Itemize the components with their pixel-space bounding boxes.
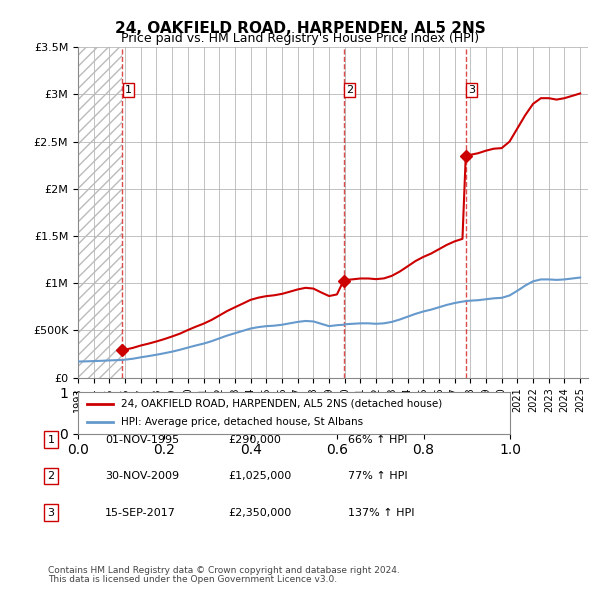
Text: 24, OAKFIELD ROAD, HARPENDEN, AL5 2NS: 24, OAKFIELD ROAD, HARPENDEN, AL5 2NS — [115, 21, 485, 35]
Text: 30-NOV-2009: 30-NOV-2009 — [105, 471, 179, 481]
Text: £1,025,000: £1,025,000 — [228, 471, 291, 481]
Text: 24, OAKFIELD ROAD, HARPENDEN, AL5 2NS (detached house): 24, OAKFIELD ROAD, HARPENDEN, AL5 2NS (d… — [121, 399, 442, 409]
Text: HPI: Average price, detached house, St Albans: HPI: Average price, detached house, St A… — [121, 417, 364, 427]
Text: 66% ↑ HPI: 66% ↑ HPI — [348, 435, 407, 444]
Text: 137% ↑ HPI: 137% ↑ HPI — [348, 508, 415, 517]
Text: 2: 2 — [47, 471, 55, 481]
Text: This data is licensed under the Open Government Licence v3.0.: This data is licensed under the Open Gov… — [48, 575, 337, 584]
Text: Contains HM Land Registry data © Crown copyright and database right 2024.: Contains HM Land Registry data © Crown c… — [48, 566, 400, 575]
Text: 3: 3 — [468, 85, 475, 95]
Text: 1: 1 — [125, 85, 132, 95]
Text: 15-SEP-2017: 15-SEP-2017 — [105, 508, 176, 517]
Text: 01-NOV-1995: 01-NOV-1995 — [105, 435, 179, 444]
Text: 77% ↑ HPI: 77% ↑ HPI — [348, 471, 407, 481]
Text: £290,000: £290,000 — [228, 435, 281, 444]
Text: £2,350,000: £2,350,000 — [228, 508, 291, 517]
Text: 2: 2 — [346, 85, 353, 95]
Text: 1: 1 — [47, 435, 55, 444]
Text: 3: 3 — [47, 508, 55, 517]
Text: Price paid vs. HM Land Registry's House Price Index (HPI): Price paid vs. HM Land Registry's House … — [121, 32, 479, 45]
